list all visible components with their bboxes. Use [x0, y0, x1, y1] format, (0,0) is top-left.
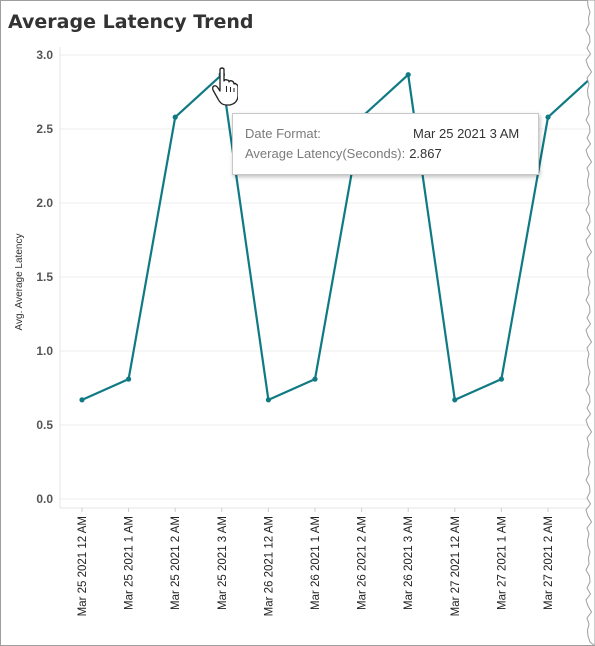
data-point[interactable]	[452, 397, 458, 403]
y-tick-label: 3.0	[36, 48, 53, 62]
x-tick-label: Mar 26 2021 1 AM	[310, 516, 322, 610]
x-tick-label: Mar 27 2021 1 AM	[496, 516, 508, 610]
x-axis-ticks: Mar 25 2021 12 AM Mar 25 2021 1 AM Mar 25 …	[77, 508, 555, 616]
y-tick-label: 1.0	[36, 344, 53, 358]
data-point[interactable]	[265, 397, 271, 403]
x-tick-label: Mar 25 2021 2 AM	[170, 516, 182, 610]
data-point[interactable]	[498, 376, 504, 382]
data-point[interactable]	[312, 376, 318, 382]
tooltip-latency-value: 2.867	[409, 146, 442, 161]
data-point[interactable]	[172, 114, 178, 120]
data-point[interactable]	[545, 114, 551, 120]
x-tick-label: Mar 26 2021 12 AM	[263, 516, 275, 616]
data-point[interactable]	[405, 72, 411, 78]
x-tick-label: Mar 26 2021 2 AM	[357, 516, 369, 610]
y-tick-label: 1.5	[36, 270, 53, 284]
tooltip-date-value: Mar 25 2021 3 AM	[413, 126, 520, 141]
x-tick-label: Mar 27 2021 12 AM	[450, 516, 462, 616]
data-point[interactable]	[126, 376, 132, 382]
data-point[interactable]	[79, 397, 85, 403]
series-line	[81, 73, 593, 401]
torn-edge	[585, 0, 595, 646]
x-tick-label: Mar 25 2021 12 AM	[77, 516, 89, 616]
y-tick-label: 2.5	[36, 122, 53, 136]
x-tick-label: Mar 25 2021 3 AM	[217, 516, 229, 610]
y-axis-label: Avg. Average Latency	[14, 234, 25, 331]
y-tick-label: 0.5	[36, 418, 53, 432]
series-line-path	[81, 73, 593, 401]
y-axis-ticks: 0.0 0.5 1.0 1.5 2.0 2.5 3.0	[36, 48, 53, 506]
tooltip-latency-label: Average Latency(Seconds):	[245, 146, 406, 161]
hand-cursor-icon	[212, 67, 238, 106]
y-tick-label: 0.0	[36, 492, 53, 506]
page-title: Average Latency Trend	[8, 11, 254, 33]
x-tick-label: Mar 27 2021 2 AM	[543, 516, 555, 610]
x-tick-label: Mar 25 2021 1 AM	[124, 516, 136, 610]
x-tick-label: Mar 26 2021 3 AM	[403, 516, 415, 610]
y-tick-label: 2.0	[36, 196, 53, 210]
data-tooltip: Date Format: Mar 25 2021 3 AM Average La…	[232, 113, 539, 175]
tooltip-date-label: Date Format:	[245, 126, 321, 141]
